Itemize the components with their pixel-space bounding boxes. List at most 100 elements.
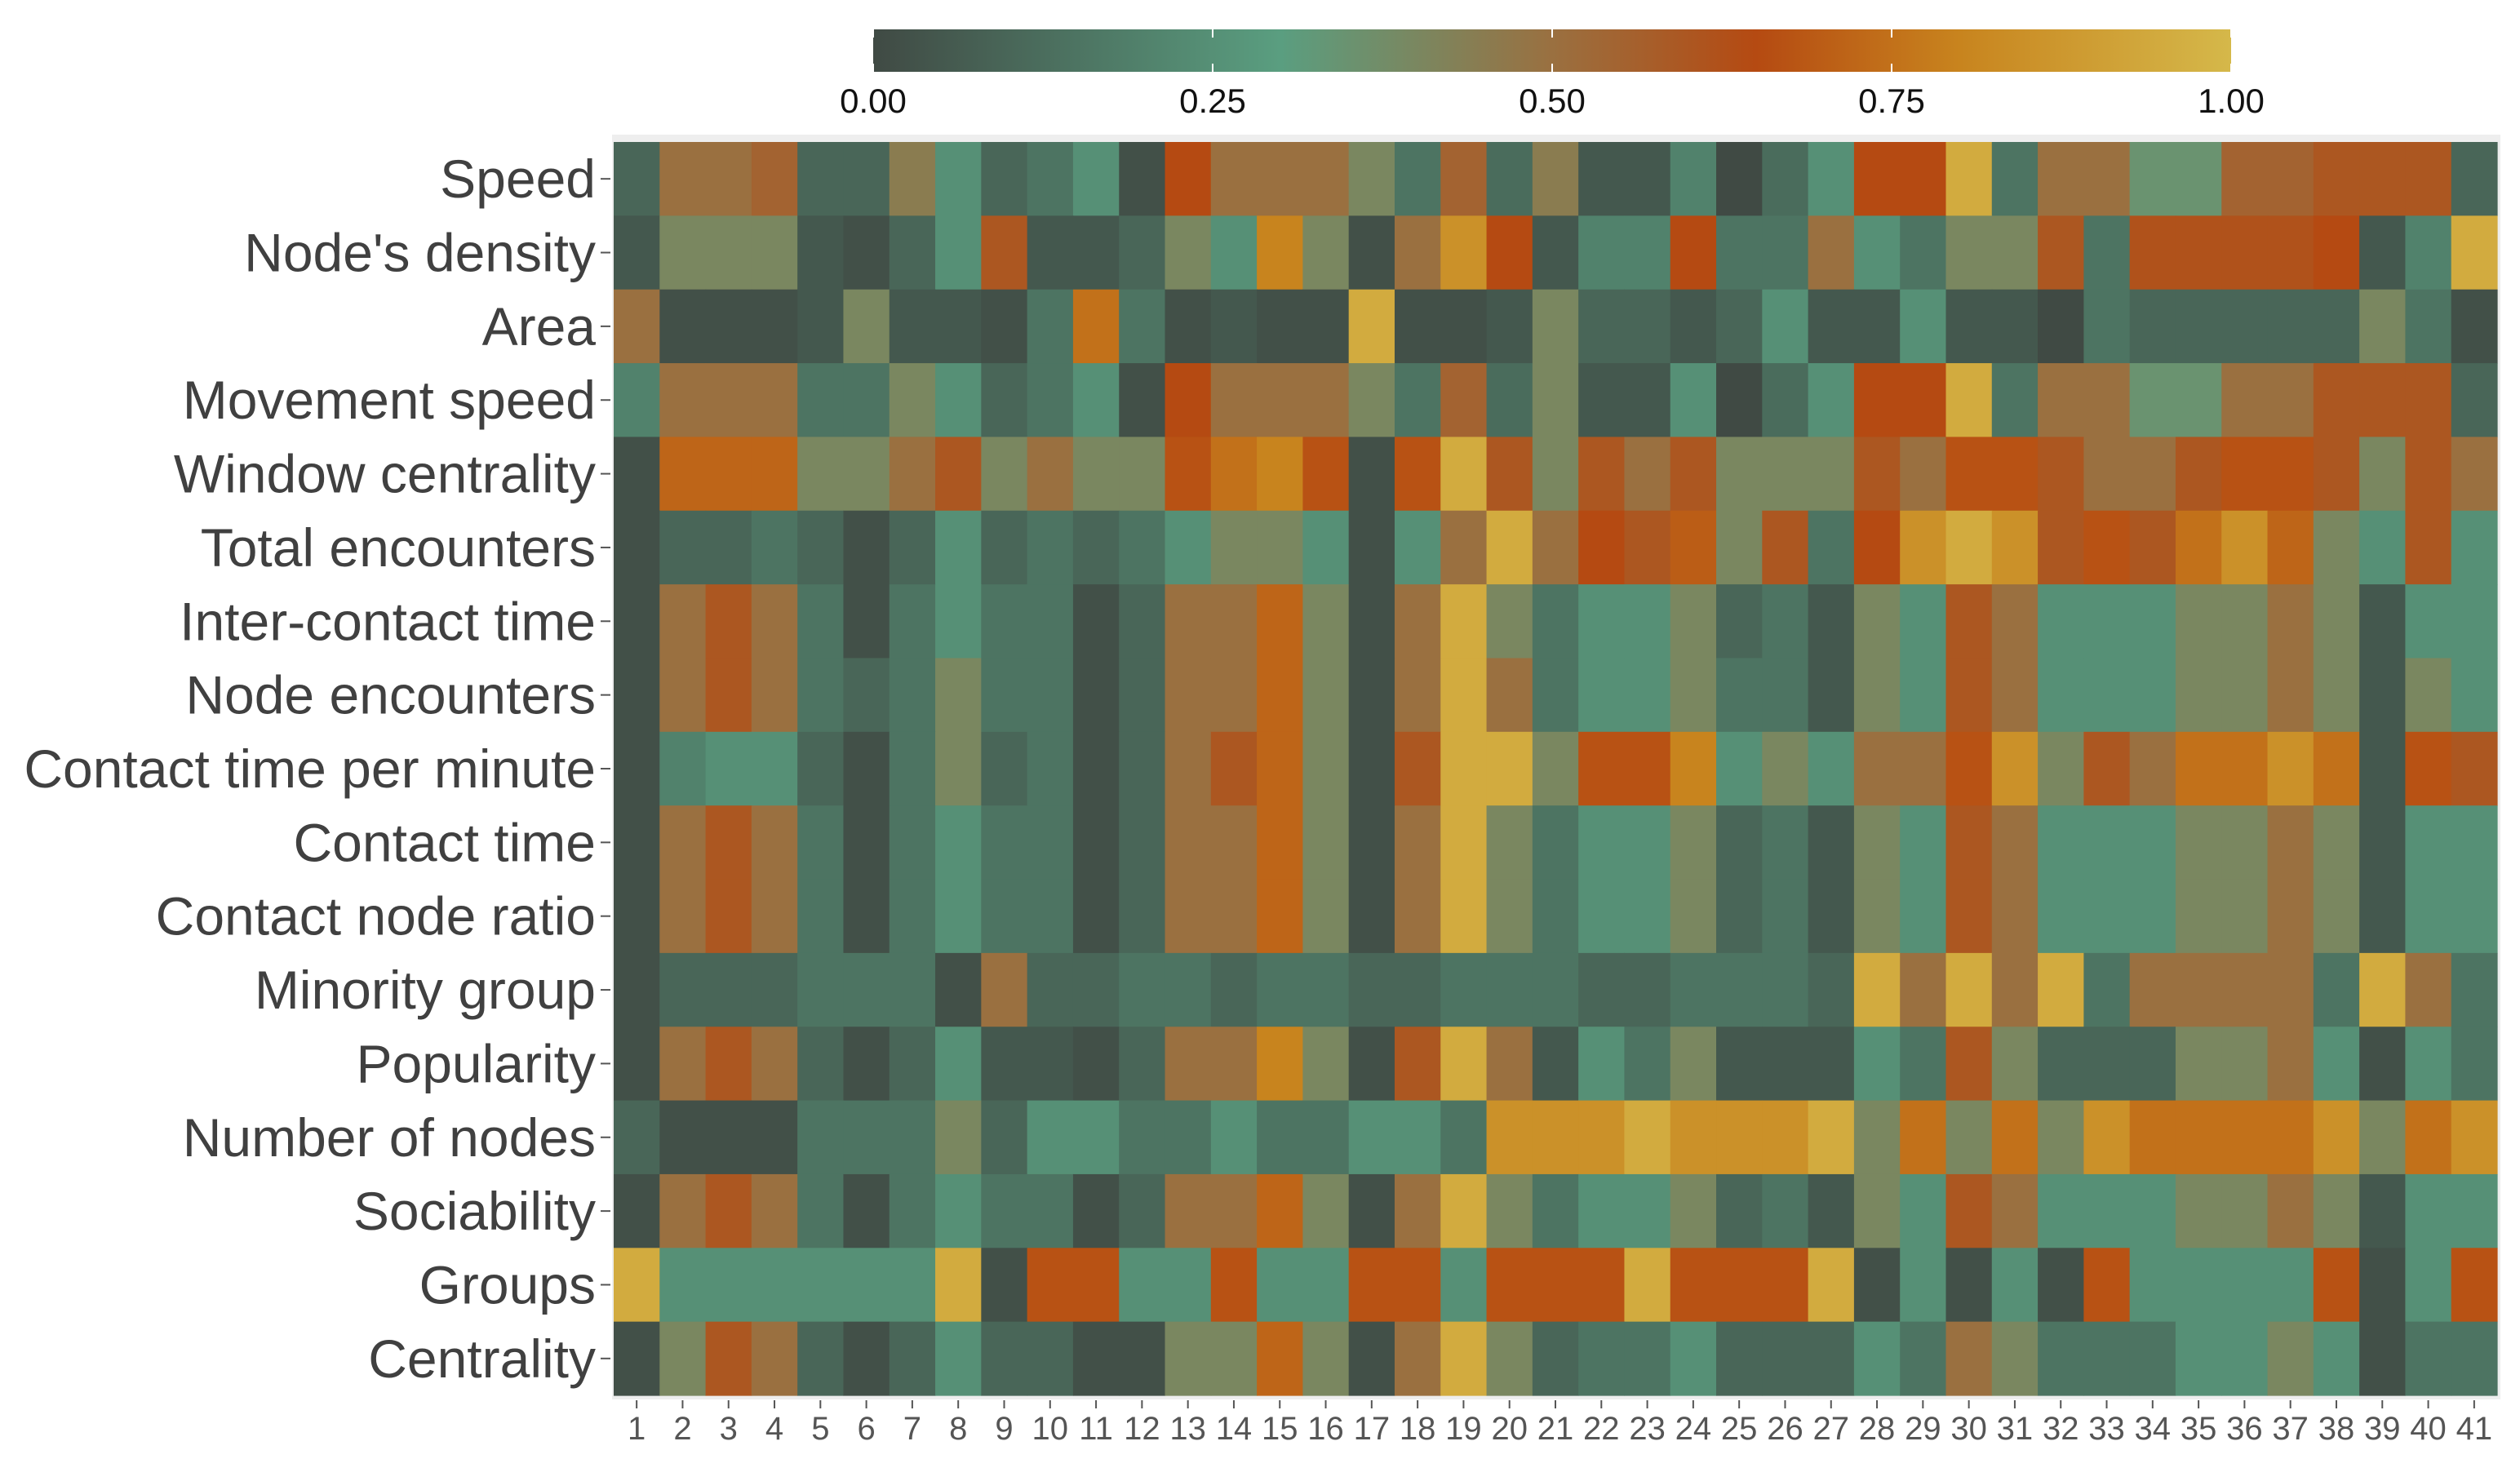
- heatmap-cell: [2313, 584, 2360, 659]
- heatmap-cell: [2313, 658, 2360, 733]
- heatmap-cell: [2221, 215, 2269, 290]
- heatmap-cell: [935, 1027, 982, 1102]
- heatmap-cell: [935, 142, 982, 216]
- heatmap-cell: [1210, 805, 1258, 880]
- heatmap-cell: [2359, 805, 2407, 880]
- heatmap-cell: [1486, 363, 1533, 438]
- heatmap-cell: [1394, 1100, 1441, 1175]
- heatmap-cell: [1257, 510, 1303, 585]
- heatmap-cell: [1486, 437, 1533, 512]
- heatmap-cell: [2451, 142, 2498, 216]
- heatmap-cell: [1670, 1321, 1717, 1396]
- heatmap-cell: [1394, 437, 1441, 512]
- heatmap-cell: [797, 1027, 845, 1102]
- heatmap-cell: [1486, 142, 1533, 216]
- heatmap-cell: [2221, 1027, 2269, 1102]
- heatmap-cell: [889, 142, 936, 216]
- heatmap-cell: [1210, 215, 1258, 290]
- heatmap-cell: [1119, 805, 1166, 880]
- heatmap-cell: [1394, 805, 1441, 880]
- heatmap-cell: [889, 215, 936, 290]
- heatmap-cell: [1348, 142, 1395, 216]
- heatmap-cell: [797, 363, 845, 438]
- heatmap-cell: [1165, 363, 1212, 438]
- heatmap-cell: [2405, 952, 2452, 1027]
- heatmap-cell: [751, 658, 798, 733]
- heatmap-cell: [2267, 805, 2314, 880]
- heatmap-cell: [2129, 289, 2176, 364]
- heatmap-cell: [1991, 1100, 2039, 1175]
- heatmap-cell: [614, 289, 660, 364]
- heatmap-cell: [2451, 1100, 2498, 1175]
- heatmap-cell: [2175, 510, 2222, 585]
- heatmap-cell: [1853, 289, 1901, 364]
- heatmap-cell: [1808, 1321, 1855, 1396]
- heatmap-cell: [2451, 658, 2498, 733]
- column-label: 22: [1583, 1411, 1620, 1447]
- heatmap-cell: [1945, 952, 1993, 1027]
- heatmap-cell: [797, 510, 845, 585]
- heatmap-cell: [843, 731, 890, 806]
- heatmap-cell: [2083, 879, 2131, 954]
- heatmap-cell: [2451, 1321, 2498, 1396]
- heatmap-cell: [1900, 437, 1947, 512]
- heatmap-cell: [1991, 584, 2039, 659]
- heatmap-cell: [1348, 215, 1395, 290]
- heatmap-cell: [2451, 1027, 2498, 1102]
- heatmap-cell: [1119, 879, 1166, 954]
- heatmap-cell: [2451, 731, 2498, 806]
- heatmap-cell: [1440, 1173, 1488, 1248]
- heatmap-cell: [1762, 952, 1809, 1027]
- heatmap-cell: [2359, 1173, 2407, 1248]
- heatmap-cell: [1072, 510, 1120, 585]
- heatmap-cell: [1072, 215, 1120, 290]
- column-label: 24: [1675, 1411, 1712, 1447]
- heatmap-cell: [2313, 142, 2360, 216]
- heatmap-cell: [843, 1248, 890, 1323]
- heatmap-cell: [614, 215, 660, 290]
- heatmap-cell: [1440, 805, 1488, 880]
- heatmap-cell: [1991, 952, 2039, 1027]
- heatmap-cell: [2129, 805, 2176, 880]
- heatmap-cell: [1165, 731, 1212, 806]
- heatmap-cell: [1762, 879, 1809, 954]
- heatmap-cell: [843, 215, 890, 290]
- heatmap-cell: [1578, 289, 1626, 364]
- heatmap-cell: [1257, 952, 1303, 1027]
- heatmap-cell: [2083, 142, 2131, 216]
- heatmap-cell: [1808, 584, 1855, 659]
- heatmap-cell: [843, 879, 890, 954]
- heatmap-cell: [935, 1321, 982, 1396]
- heatmap-cell: [659, 1173, 707, 1248]
- heatmap-cell: [1302, 1027, 1350, 1102]
- heatmap-cell: [705, 1173, 752, 1248]
- heatmap-cell: [797, 215, 845, 290]
- heatmap-cell: [981, 952, 1028, 1027]
- heatmap-cell: [981, 363, 1028, 438]
- heatmap-cell: [2175, 658, 2222, 733]
- heatmap-cell: [2083, 1027, 2131, 1102]
- heatmap-cell: [1716, 1173, 1763, 1248]
- heatmap-cell: [889, 1027, 936, 1102]
- column-label: 15: [1262, 1411, 1298, 1447]
- heatmap-cell: [1670, 215, 1717, 290]
- heatmap-cell: [1027, 1321, 1074, 1396]
- heatmap-cell: [1119, 215, 1166, 290]
- heatmap-cell: [1486, 1321, 1533, 1396]
- heatmap-cell: [1945, 363, 1993, 438]
- heatmap-cell: [1486, 1027, 1533, 1102]
- heatmap-cell: [2359, 731, 2407, 806]
- heatmap-cell: [1716, 1248, 1763, 1323]
- colorbar-tick-label: 0.25: [1179, 82, 1246, 120]
- heatmap-cell: [2129, 1173, 2176, 1248]
- heatmap-cell: [1991, 510, 2039, 585]
- heatmap-cell: [659, 584, 707, 659]
- heatmap-cell: [1991, 142, 2039, 216]
- heatmap-cell: [2129, 142, 2176, 216]
- heatmap-cell: [1532, 584, 1579, 659]
- heatmap-cell: [1716, 289, 1763, 364]
- column-label: 11: [1079, 1411, 1113, 1447]
- heatmap-cell: [2038, 584, 2084, 659]
- heatmap-cell: [843, 289, 890, 364]
- heatmap-cell: [2129, 584, 2176, 659]
